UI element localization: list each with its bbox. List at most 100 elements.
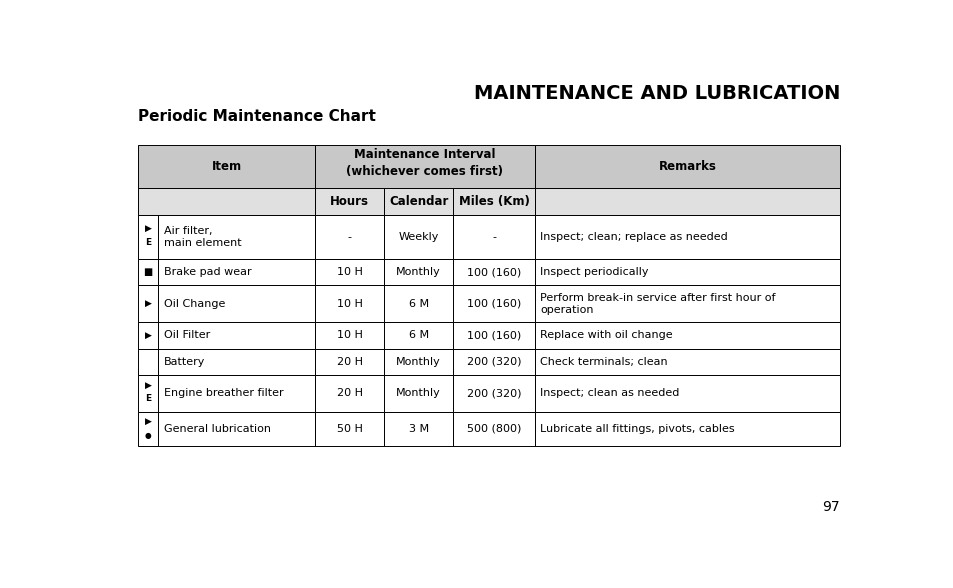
Text: -: -: [347, 232, 352, 242]
Text: 20 H: 20 H: [336, 389, 362, 399]
Bar: [314, 215, 383, 259]
Text: Oil Change: Oil Change: [164, 299, 225, 309]
Text: ▶: ▶: [145, 417, 152, 426]
Text: 50 H: 50 H: [336, 424, 362, 434]
Text: Check terminals; clean: Check terminals; clean: [539, 357, 667, 367]
Bar: [383, 349, 453, 375]
Text: Brake pad wear: Brake pad wear: [164, 267, 251, 277]
Text: 10 H: 10 H: [336, 299, 362, 309]
Bar: [314, 285, 383, 322]
Text: E: E: [145, 238, 151, 246]
Text: Calendar: Calendar: [389, 195, 448, 208]
Text: Replace with oil change: Replace with oil change: [539, 330, 672, 340]
Bar: [535, 375, 840, 412]
Text: 100 (160): 100 (160): [466, 330, 520, 340]
Text: Inspect; clean as needed: Inspect; clean as needed: [539, 389, 679, 399]
Text: MAINTENANCE AND LUBRICATION: MAINTENANCE AND LUBRICATION: [474, 84, 840, 103]
Text: 200 (320): 200 (320): [466, 389, 520, 399]
Bar: [535, 215, 840, 259]
Text: Miles (Km): Miles (Km): [458, 195, 529, 208]
Bar: [314, 349, 383, 375]
Bar: [383, 259, 453, 285]
Bar: [453, 375, 535, 412]
Text: 100 (160): 100 (160): [466, 267, 520, 277]
Bar: [453, 285, 535, 322]
Bar: [137, 215, 158, 259]
Bar: [314, 412, 383, 446]
Bar: [314, 188, 383, 215]
Text: ▶: ▶: [145, 224, 152, 233]
Bar: [383, 188, 453, 215]
Bar: [137, 322, 158, 349]
Bar: [535, 322, 840, 349]
Bar: [158, 285, 314, 322]
Bar: [158, 322, 314, 349]
Text: Monthly: Monthly: [395, 267, 440, 277]
Bar: [137, 188, 314, 215]
Bar: [383, 215, 453, 259]
Bar: [137, 412, 158, 446]
Bar: [453, 188, 535, 215]
Bar: [158, 259, 314, 285]
Text: 97: 97: [821, 500, 840, 514]
Text: Monthly: Monthly: [395, 357, 440, 367]
Bar: [314, 259, 383, 285]
Text: Maintenance Interval
(whichever comes first): Maintenance Interval (whichever comes fi…: [346, 148, 503, 178]
Text: Inspect periodically: Inspect periodically: [539, 267, 648, 277]
Text: Engine breather filter: Engine breather filter: [164, 389, 283, 399]
Text: Weekly: Weekly: [398, 232, 438, 242]
Bar: [137, 375, 158, 412]
Text: ●: ●: [145, 431, 152, 440]
Bar: [137, 285, 158, 322]
Text: E: E: [145, 395, 151, 403]
Bar: [158, 215, 314, 259]
Bar: [383, 412, 453, 446]
Bar: [453, 215, 535, 259]
Bar: [314, 375, 383, 412]
Bar: [314, 322, 383, 349]
Text: 500 (800): 500 (800): [466, 424, 520, 434]
Bar: [453, 322, 535, 349]
Text: Periodic Maintenance Chart: Periodic Maintenance Chart: [137, 109, 375, 124]
Text: 10 H: 10 H: [336, 330, 362, 340]
Bar: [535, 412, 840, 446]
Bar: [158, 349, 314, 375]
Bar: [535, 349, 840, 375]
Text: ▶: ▶: [145, 380, 152, 390]
Text: Oil Filter: Oil Filter: [164, 330, 210, 340]
Bar: [535, 259, 840, 285]
Bar: [535, 145, 840, 188]
Text: 200 (320): 200 (320): [466, 357, 520, 367]
Text: -: -: [492, 232, 496, 242]
Bar: [453, 349, 535, 375]
Text: General lubrication: General lubrication: [164, 424, 271, 434]
Bar: [137, 145, 314, 188]
Text: Battery: Battery: [164, 357, 205, 367]
Bar: [383, 375, 453, 412]
Text: Remarks: Remarks: [658, 161, 716, 173]
Bar: [453, 412, 535, 446]
Text: 6 M: 6 M: [408, 330, 428, 340]
Text: Inspect; clean; replace as needed: Inspect; clean; replace as needed: [539, 232, 727, 242]
Text: Hours: Hours: [330, 195, 369, 208]
Bar: [158, 412, 314, 446]
Bar: [137, 259, 158, 285]
Bar: [137, 349, 158, 375]
Text: 20 H: 20 H: [336, 357, 362, 367]
Text: ■: ■: [143, 267, 152, 277]
Bar: [314, 145, 535, 188]
Text: 3 M: 3 M: [408, 424, 428, 434]
Bar: [535, 285, 840, 322]
Text: 100 (160): 100 (160): [466, 299, 520, 309]
Bar: [158, 375, 314, 412]
Text: Item: Item: [212, 161, 241, 173]
Text: Monthly: Monthly: [395, 389, 440, 399]
Text: Lubricate all fittings, pivots, cables: Lubricate all fittings, pivots, cables: [539, 424, 734, 434]
Text: ▶: ▶: [145, 331, 152, 340]
Text: ▶: ▶: [145, 299, 152, 308]
Bar: [453, 259, 535, 285]
Bar: [383, 322, 453, 349]
Text: 10 H: 10 H: [336, 267, 362, 277]
Text: Air filter,
main element: Air filter, main element: [164, 226, 241, 248]
Bar: [383, 285, 453, 322]
